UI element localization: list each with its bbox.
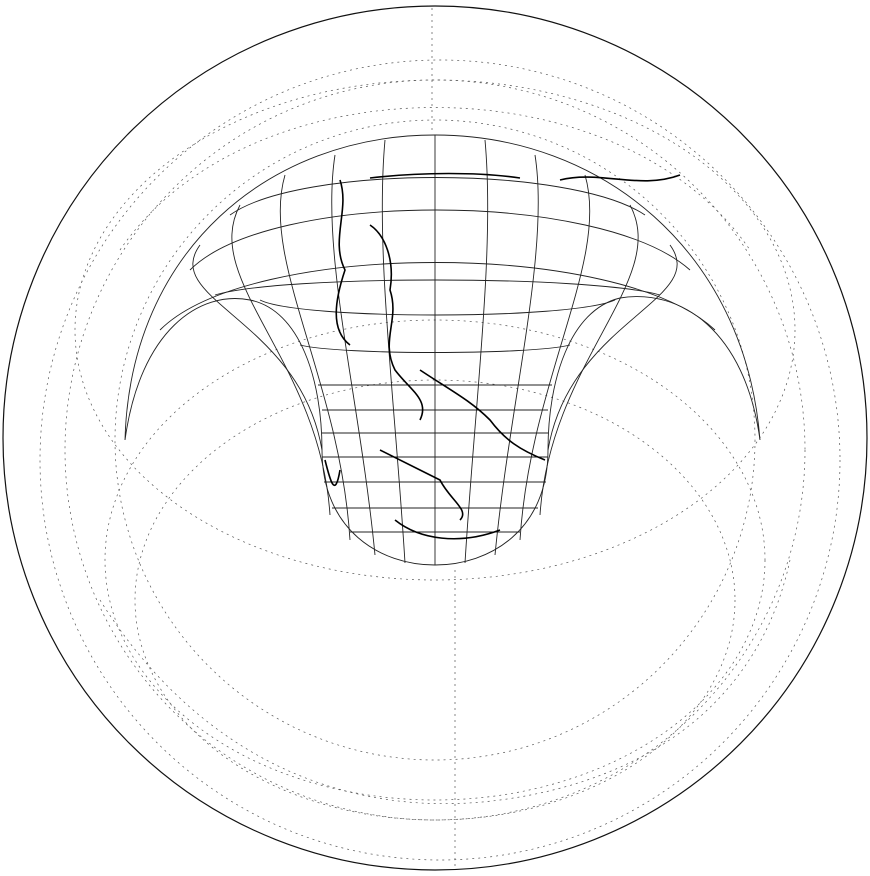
- map-boundary: [2, 5, 868, 871]
- projection-surface: [124, 134, 761, 566]
- coastlines: [324, 172, 681, 540]
- background-dotted-lines: [39, 8, 841, 870]
